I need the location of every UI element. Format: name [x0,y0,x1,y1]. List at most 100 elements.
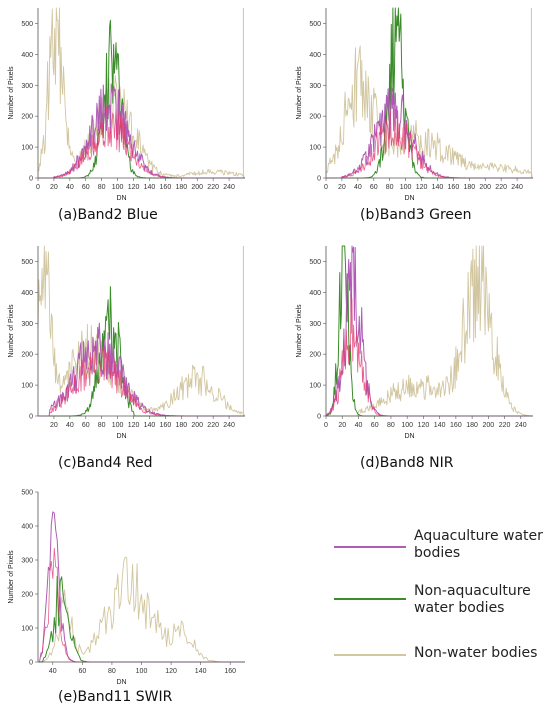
x-tick-label: 120 [418,422,430,429]
chart-panel-c: 20 40 60 80 100 120 140 160 180 200 220 240 0 100 200 3… [0,238,260,443]
chart-panel-d: 0 20 40 60 80 100 120 140 160 180 200 220 240 0 100 200… [288,238,548,443]
x-tick-label: 160 [160,184,172,191]
x-tick-label: 200 [191,184,203,191]
x-tick-label: 120 [416,184,428,191]
y-tick-label: 500 [21,21,33,28]
chart-a: 0 20 40 60 80 100 120 140 160 180 200 220 240 0 100 200… [8,7,245,202]
y-tick-label: 0 [29,660,33,667]
y-tick-label: 0 [317,414,321,421]
x-tick-label: 100 [112,184,124,191]
series-line-non-water [325,45,533,179]
y-tick-label: 100 [309,145,321,152]
y-axis-label: Number of Pixels [8,550,15,604]
x-tick-label: 80 [386,184,394,191]
x-tick-label: 20 [50,184,58,191]
series-line-non-aquaculture [38,575,245,663]
series-line-non-water [37,245,245,417]
x-tick-label: 100 [112,422,124,429]
x-tick-label: 40 [354,184,362,191]
x-tick-label: 180 [175,184,187,191]
x-tick-label: 0 [36,184,40,191]
x-tick-label: 60 [82,422,90,429]
x-tick-label: 140 [144,184,156,191]
x-tick-label: 60 [370,184,378,191]
y-tick-label: 0 [317,176,321,183]
chart-panel-a: 0 20 40 60 80 100 120 140 160 180 200 220 240 0 100 200… [0,0,260,205]
x-tick-label: 180 [466,422,478,429]
y-tick-label: 100 [21,383,33,390]
x-tick-label: 240 [511,184,523,191]
y-tick-label: 500 [21,490,33,497]
y-axis-label: Number of Pixels [8,66,15,120]
y-axis-label: Number of Pixels [296,66,303,120]
caption-c: (c)Band4 Red [58,455,153,471]
series-line-aquaculture-overlay [341,108,478,179]
x-tick-label: 240 [515,422,527,429]
x-tick-label: 20 [50,422,58,429]
caption-d: (d)Band8 NIR [360,455,454,471]
y-tick-label: 200 [309,352,321,359]
x-tick-label: 20 [338,184,346,191]
x-tick-label: 120 [165,668,177,675]
y-tick-label: 200 [21,352,33,359]
series-line-aquaculture [38,511,245,663]
x-tick-label: 200 [483,422,495,429]
x-tick-label: 140 [195,668,207,675]
y-tick-label: 400 [21,290,33,297]
x-axis-label: DN [116,433,126,440]
series-line-non-aquaculture [38,286,245,417]
x-tick-label: 160 [448,184,460,191]
y-tick-label: 300 [21,83,33,90]
x-tick-label: 220 [499,422,511,429]
y-tick-label: 400 [309,290,321,297]
x-tick-label: 80 [387,422,395,429]
legend-swatch-aquaculture [334,546,406,548]
x-tick-label: 120 [128,422,140,429]
caption-b: (b)Band3 Green [360,207,472,223]
x-tick-label: 100 [136,668,148,675]
chart-c: 20 40 60 80 100 120 140 160 180 200 220 240 0 100 200 3… [8,245,245,440]
caption-a: (a)Band2 Blue [58,207,158,223]
y-tick-label: 400 [21,52,33,59]
x-tick-label: 240 [223,184,235,191]
y-tick-label: 200 [21,592,33,599]
y-axis-label: Number of Pixels [8,304,15,358]
x-tick-label: 200 [191,422,203,429]
x-tick-label: 200 [479,184,491,191]
x-tick-label: 40 [355,422,363,429]
chart-b: 0 20 40 60 80 100 120 140 160 180 200 220 240 0 100 200… [296,7,533,202]
legend-label-non-water: Non-water bodies [414,645,538,661]
y-tick-label: 0 [29,176,33,183]
x-tick-label: 140 [434,422,446,429]
series-line-aquaculture [326,86,533,179]
y-tick-label: 300 [21,558,33,565]
y-tick-label: 100 [309,383,321,390]
series-line-aquaculture-overlay [325,293,391,417]
legend-swatch-non-water [334,654,406,656]
series-line-aquaculture-overlay [53,104,190,179]
x-tick-label: 220 [207,184,219,191]
x-tick-label: 80 [98,184,106,191]
legend: Aquaculture water bodies Non-aquaculture… [334,518,544,698]
x-tick-label: 0 [324,184,328,191]
x-tick-label: 40 [49,668,57,675]
x-tick-label: 40 [66,184,74,191]
y-axis-label: Number of Pixels [296,304,303,358]
x-tick-label: 120 [128,184,140,191]
legend-label-aquaculture: Aquaculture water bodies [414,528,543,561]
x-tick-label: 220 [495,184,507,191]
chart-panel-b: 0 20 40 60 80 100 120 140 160 180 200 220 240 0 100 200… [288,0,548,205]
y-tick-label: 0 [29,414,33,421]
x-tick-label: 100 [401,422,413,429]
x-tick-label: 40 [66,422,74,429]
y-tick-label: 100 [21,145,33,152]
x-tick-label: 100 [400,184,412,191]
x-axis-label: DN [116,679,126,686]
x-tick-label: 60 [82,184,90,191]
chart-d: 0 20 40 60 80 100 120 140 160 180 200 220 240 0 100 200… [296,245,534,440]
legend-item-non-water: Non-water bodies [334,638,544,698]
legend-item-non-aquaculture: Non-aquaculture water bodies [334,578,544,638]
y-tick-label: 200 [21,114,33,121]
series-line-non-water [326,245,534,417]
y-tick-label: 300 [309,321,321,328]
